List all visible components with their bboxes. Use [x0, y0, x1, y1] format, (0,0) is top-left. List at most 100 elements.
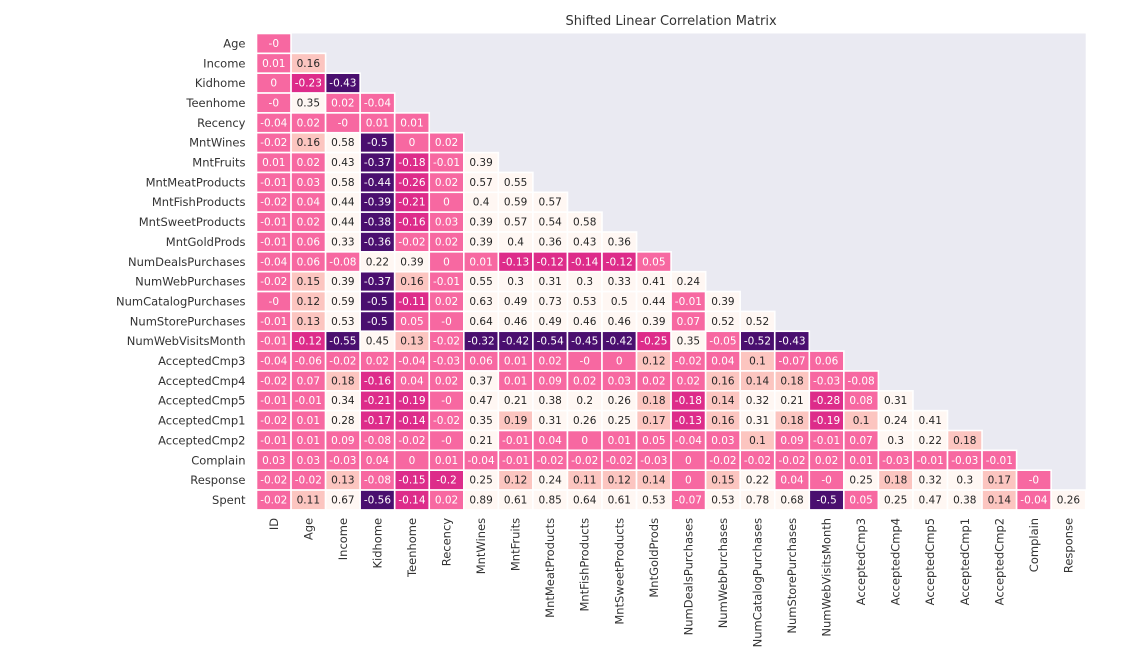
cell-value-label: -0.12 — [606, 256, 633, 268]
cell-value-label: 0.25 — [608, 415, 631, 427]
cell-value-label: 0.16 — [297, 58, 321, 70]
row-tick-label: NumCatalogPurchases — [116, 294, 245, 308]
row-tick-label: AcceptedCmp1 — [158, 414, 245, 428]
cell-value-label: 0 — [443, 256, 450, 268]
cell-value-label: 0.36 — [538, 236, 562, 248]
cell-value-label: 0.02 — [642, 375, 665, 387]
cell-value-label: -0.06 — [295, 356, 322, 368]
cell-value-label: -0.5 — [367, 296, 388, 308]
cell-value-label: 0.3 — [956, 475, 973, 487]
cell-value-label: -0.37 — [364, 276, 391, 288]
cell-value-label: 0.01 — [504, 375, 527, 387]
cell-value-label: -0.01 — [260, 236, 287, 248]
cell-value-label: 0.17 — [642, 415, 665, 427]
cell-value-label: -0 — [441, 316, 451, 328]
row-tick-label: AcceptedCmp5 — [158, 394, 245, 408]
cell-value-label: 0.01 — [366, 117, 389, 129]
cell-value-label: 0.02 — [435, 177, 458, 189]
cell-value-label: 0.09 — [780, 435, 803, 447]
cell-value-label: 0.03 — [435, 217, 458, 229]
cell-value-label: 0.04 — [780, 475, 804, 487]
cell-value-label: -0.07 — [675, 494, 702, 506]
cell-value-label: 0.01 — [262, 157, 285, 169]
cell-value-label: -0.02 — [260, 137, 287, 149]
cell-value-label: -0.16 — [364, 375, 391, 387]
cell-value-label: 0.02 — [435, 296, 458, 308]
cell-value-label: 0.53 — [642, 494, 665, 506]
cell-value-label: 0.47 — [469, 395, 492, 407]
column-tick-label: AcceptedCmp2 — [992, 518, 1006, 605]
row-tick-label: MntSweetProducts — [139, 215, 246, 229]
row-tick-label: NumWebVisitsMonth — [127, 334, 246, 348]
column-tick-label: MntFruits — [509, 518, 523, 571]
cell-value-label: -0.5 — [367, 316, 388, 328]
cell-value-label: -0 — [579, 356, 589, 368]
row-tick-label: Teenhome — [185, 96, 245, 110]
cell-value-label: 0.3 — [887, 435, 904, 447]
cell-value-label: -0.18 — [675, 395, 702, 407]
cell-value-label: -0.03 — [882, 455, 909, 467]
column-tick-label: MntWines — [474, 518, 488, 574]
cell-value-label: -0.01 — [260, 217, 287, 229]
row-tick-label: Income — [203, 56, 245, 70]
column-tick-label: NumDealsPurchases — [681, 518, 695, 635]
cell-value-label: -0.03 — [951, 455, 978, 467]
cell-value-label: -0.02 — [329, 356, 356, 368]
cell-value-label: 0.13 — [331, 475, 354, 487]
cell-value-label: 0.64 — [469, 316, 493, 328]
cell-value-label: 0.68 — [780, 494, 803, 506]
cell-value-label: 0.13 — [400, 336, 423, 348]
cell-value-label: -0.15 — [398, 475, 425, 487]
cell-value-label: -0.43 — [329, 78, 356, 90]
cell-value-label: -0.08 — [848, 375, 875, 387]
cell-value-label: -0.02 — [260, 375, 287, 387]
cell-value-label: -0.04 — [467, 455, 494, 467]
cell-value-label: 0.04 — [297, 197, 321, 209]
cell-value-label: 0.25 — [849, 475, 872, 487]
cell-value-label: 0.03 — [608, 375, 631, 387]
column-tick-label: NumWebPurchases — [716, 518, 730, 628]
cell-value-label: 0 — [616, 356, 623, 368]
cell-value-label: -0.01 — [295, 395, 322, 407]
cell-value-label: -0.02 — [260, 415, 287, 427]
cell-value-label: 0.07 — [297, 375, 320, 387]
cell-value-label: 0.46 — [504, 316, 528, 328]
cell-value-label: 0.05 — [642, 256, 665, 268]
cell-value-label: -0.05 — [709, 336, 736, 348]
cell-value-label: 0.33 — [608, 276, 631, 288]
cell-value-label: -0.25 — [640, 336, 667, 348]
cell-value-label: 0.02 — [297, 117, 320, 129]
column-tick-label: AcceptedCmp1 — [958, 518, 972, 605]
cell-value-label: -0 — [338, 117, 348, 129]
cell-value-label: -0 — [1029, 475, 1039, 487]
cell-value-label: 0.44 — [642, 296, 666, 308]
cell-value-label: 0.61 — [608, 494, 631, 506]
column-tick-label: AcceptedCmp4 — [889, 518, 903, 605]
cell-value-label: 0.16 — [711, 415, 735, 427]
cell-value-label: -0.03 — [813, 375, 840, 387]
cell-value-label: -0.02 — [709, 455, 736, 467]
cell-value-label: -0.02 — [744, 455, 771, 467]
cell-value-label: 0.78 — [746, 494, 769, 506]
cell-value-label: 0.89 — [469, 494, 492, 506]
cell-value-label: -0.01 — [813, 435, 840, 447]
cell-value-label: -0.19 — [813, 415, 840, 427]
column-tick-label: MntMeatProducts — [543, 518, 557, 618]
cell-value-label: 0.14 — [988, 494, 1012, 506]
cell-value-label: -0.02 — [571, 455, 598, 467]
cell-value-label: 0.01 — [504, 356, 527, 368]
cell-value-label: 0.05 — [400, 316, 423, 328]
cell-value-label: -0.32 — [467, 336, 494, 348]
cell-value-label: 0.52 — [711, 316, 734, 328]
cell-value-label: 0.16 — [711, 375, 735, 387]
cell-value-label: 0.06 — [815, 356, 839, 368]
cell-value-label: 0.63 — [469, 296, 492, 308]
cell-value-label: 0.25 — [469, 475, 492, 487]
cell-value-label: 0.31 — [538, 276, 561, 288]
cell-value-label: 0.02 — [573, 375, 596, 387]
cell-value-label: 0.15 — [297, 276, 320, 288]
cell-value-label: -0.01 — [260, 316, 287, 328]
cell-value-label: 0.53 — [573, 296, 596, 308]
cell-value-label: 0.02 — [435, 137, 458, 149]
